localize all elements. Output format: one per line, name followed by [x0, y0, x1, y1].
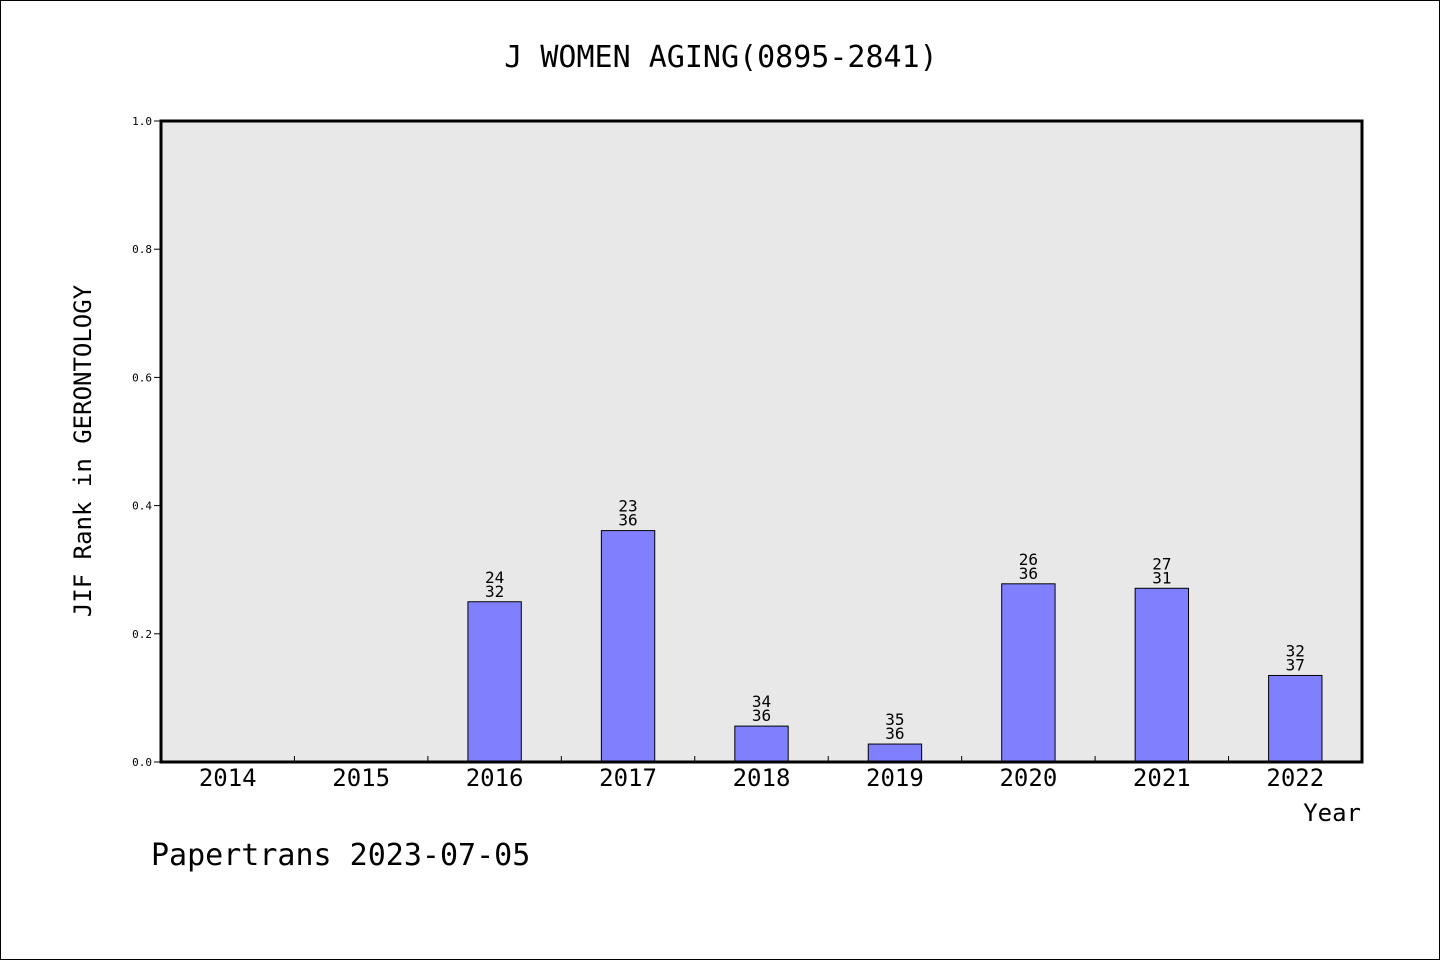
y-tick-label: 0.6 — [132, 371, 152, 384]
x-tick-label: 2021 — [1133, 764, 1191, 792]
bar-total-label: 32 — [485, 582, 504, 601]
bar-total-label: 36 — [618, 511, 637, 530]
bar-total-label: 36 — [1019, 564, 1038, 583]
x-tick-label: 2018 — [733, 764, 791, 792]
bar-rank-label: 23 — [618, 497, 637, 516]
bar-total-label: 37 — [1286, 655, 1305, 674]
x-tick-label: 2017 — [599, 764, 657, 792]
bar-2016 — [467, 601, 522, 763]
bar-total-label: 36 — [752, 706, 771, 725]
bar-rank-label: 32 — [1286, 641, 1305, 660]
x-tick-label: 2014 — [199, 764, 257, 792]
bar-2020 — [1001, 583, 1056, 763]
y-tick-label: 0.4 — [132, 500, 152, 513]
y-tick-label: 1.0 — [132, 115, 152, 128]
bar-total-label: 31 — [1152, 568, 1171, 587]
x-tick-label: 2016 — [466, 764, 524, 792]
bar-2019 — [867, 743, 923, 763]
y-tick-label: 0.8 — [132, 243, 152, 256]
y-axis-label: JIF Rank in GERONTOLOGY — [69, 284, 97, 617]
chart-title: J WOMEN AGING(0895-2841) — [504, 40, 937, 75]
footer-credit: Papertrans 2023-07-05 — [151, 838, 530, 873]
x-tick-label: 2019 — [866, 764, 924, 792]
y-tick-label: 0.0 — [132, 756, 152, 769]
bar-rank-label: 27 — [1152, 554, 1171, 573]
bar-total-label: 36 — [885, 724, 904, 743]
bar-2021 — [1134, 587, 1190, 763]
plot-border — [159, 119, 1364, 764]
bar-2022 — [1268, 674, 1323, 763]
bar-2017 — [600, 530, 656, 763]
y-tick-label: 0.2 — [132, 628, 152, 641]
bar-2018 — [734, 725, 789, 763]
x-tick-label: 2022 — [1266, 764, 1324, 792]
ticks-group: 0.0 0.2 0.4 0.6 0.8 1.0 2014 2015 2016 2017 2018 20… — [132, 115, 1324, 792]
x-tick-label: 2020 — [999, 764, 1057, 792]
x-axis-label: Year — [1303, 799, 1361, 827]
bar-rank-label: 26 — [1019, 550, 1038, 569]
bar-rank-label: 24 — [485, 568, 504, 587]
bar-rank-label: 34 — [752, 692, 771, 711]
x-tick-label: 2015 — [332, 764, 390, 792]
bar-rank-label: 35 — [885, 710, 904, 729]
